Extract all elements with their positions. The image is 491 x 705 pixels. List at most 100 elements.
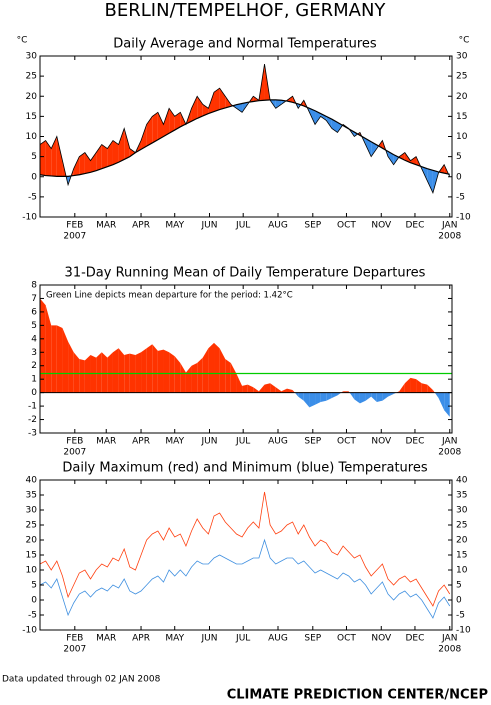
departure-area [320,392,327,403]
departure-area [298,392,304,401]
series-line [39,491,451,607]
x-tick-label: DEC [406,221,425,231]
y-tick-label: -10 [22,626,37,636]
departure-fill [427,168,433,193]
departure-area [180,363,186,393]
x-tick-label: FEB [66,221,83,231]
departure-fill [326,116,332,129]
x-tick-label: AUG [268,221,288,231]
departure-area [146,344,153,393]
departure-area [281,388,287,393]
y-tick-label: 5 [31,152,37,162]
y-tick-label: 15 [456,551,467,561]
departure-area [434,392,439,399]
departure-area [73,352,80,393]
departure-area [253,387,259,393]
y-tick-label: 10 [26,132,38,142]
departure-area [68,341,74,393]
departure-fill [118,128,125,163]
y-tick-label: 1 [31,375,37,385]
chart-title: 31-Day Running Mean of Daily Temperature… [65,266,426,281]
x-tick-label: APR [132,437,150,447]
x-tick-label: OCT [337,634,356,644]
departure-area [118,348,125,393]
departure-area [101,352,108,393]
chart-title: Daily Average and Normal Temperatures [113,37,377,52]
departure-area [292,389,295,393]
departure-fill [56,136,63,177]
departure-area [382,392,389,401]
y-tick-label: 0 [31,596,37,606]
departure-fill [129,148,136,157]
departure-fill [101,144,108,169]
y-tick-label: 25 [26,521,37,531]
y-tick-label: -10 [456,213,471,223]
y-tick-label: -5 [456,611,465,621]
departure-area [388,392,394,397]
y-tick-label: 0 [31,388,37,398]
x-tick-label: NOV [371,221,392,231]
x-tick-label: JAN [441,437,457,447]
departure-fill [202,104,209,116]
plot-frame [39,55,453,218]
x-tick-label: APR [132,634,150,644]
departure-area [152,344,158,393]
departure-fill [315,110,321,125]
departure-area [163,349,170,393]
departure-area [157,349,164,393]
x-tick-label: SEP [304,634,321,644]
departure-area [432,389,435,393]
departure-fill [146,116,153,147]
departure-area [331,392,338,399]
departure-area [294,392,299,397]
departure-fill [45,140,52,176]
y-tick-label: 30 [456,52,468,62]
y-tick-label: 25 [26,72,37,82]
x-tick-label: SEP [304,437,321,447]
departure-fill [152,112,158,143]
y-tick-label: -1 [28,402,37,412]
x-year-label: 2008 [438,645,461,655]
y-tick-label: 3 [31,348,37,358]
departure-fill [309,108,316,125]
x-year-label: 2007 [63,448,86,458]
y-tick-label: 20 [26,92,38,102]
departure-area [438,392,445,411]
departure-area [185,365,192,393]
departure-fill [141,124,147,150]
departure-fill [365,138,372,157]
y-tick-label: 2 [31,361,37,371]
y-tick-label: 30 [26,506,38,516]
departure-fill [225,96,231,108]
departure-area [416,379,422,393]
departure-fill [275,99,282,109]
departure-area [258,384,265,393]
y-tick-label: -5 [456,192,465,202]
y-tick-label: -10 [22,213,37,223]
y-tick-label: 20 [456,92,468,102]
departure-area [40,298,46,393]
departure-fill [219,88,226,110]
departure-area [197,357,203,393]
series-line [39,63,451,195]
series-line [39,99,450,177]
departure-area [214,342,220,393]
y-tick-label: 15 [456,112,467,122]
x-tick-label: MAY [165,437,184,447]
departure-fill [40,140,46,176]
departure-area [365,392,372,401]
departure-fill [112,140,119,165]
departure-area [421,383,428,393]
y-tick-label: 0 [456,596,462,606]
departure-fill [236,103,243,113]
y-tick-label: 25 [456,521,467,531]
chart-title: Daily Maximum (red) and Minimum (blue) T… [62,461,427,476]
departure-fill [163,108,170,137]
departure-area [247,384,254,393]
departure-area [242,384,248,393]
x-tick-label: JUL [235,437,250,447]
departure-area [286,388,293,393]
departure-fill [124,128,130,160]
y-tick-label: -5 [28,611,37,621]
